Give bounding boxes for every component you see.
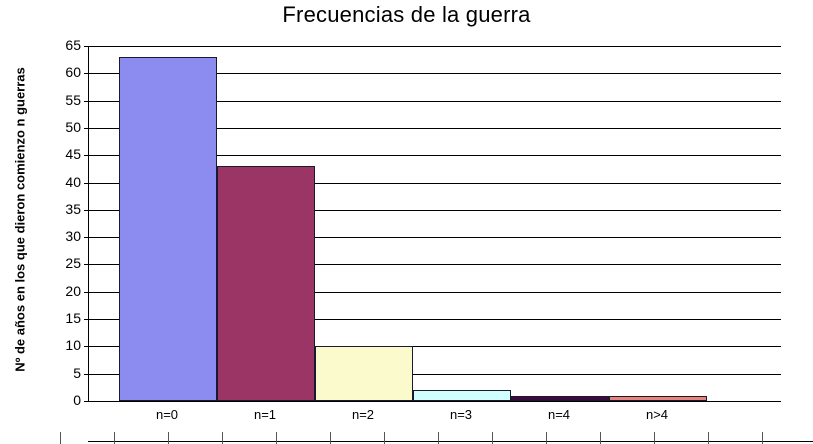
gridline bbox=[89, 127, 781, 129]
x-tick-label: n=1 bbox=[253, 407, 277, 422]
gridline bbox=[89, 209, 781, 211]
secondary-axis-tick bbox=[330, 432, 331, 444]
secondary-axis-tick bbox=[546, 432, 547, 444]
x-tick-label: n=0 bbox=[155, 407, 179, 422]
y-tick-label: 25 bbox=[65, 255, 81, 272]
gridline bbox=[89, 237, 781, 239]
y-tick-mark bbox=[84, 46, 89, 47]
bar-n-0[interactable] bbox=[119, 56, 217, 401]
gridline bbox=[89, 73, 781, 75]
y-tick-mark bbox=[84, 319, 89, 321]
y-tick-label: 0 bbox=[73, 392, 81, 408]
y-tick-mark bbox=[84, 155, 89, 157]
bar-n-3[interactable] bbox=[413, 390, 511, 401]
x-tick-label: n>4 bbox=[645, 407, 669, 422]
y-tick-mark bbox=[84, 209, 89, 211]
y-tick-label: 50 bbox=[65, 118, 81, 135]
y-tick-label: 5 bbox=[73, 364, 81, 381]
secondary-axis-tick bbox=[60, 432, 61, 444]
y-tick-label: 15 bbox=[65, 310, 81, 327]
gridline bbox=[89, 346, 781, 348]
gridline bbox=[89, 155, 781, 157]
secondary-axis-tick bbox=[438, 432, 439, 444]
y-axis-title: Nº de años en los que dieron comienzo n … bbox=[12, 67, 28, 372]
gridline bbox=[89, 291, 781, 293]
y-tick-label: 55 bbox=[65, 91, 81, 108]
y-tick-mark bbox=[84, 401, 89, 402]
secondary-axis-tick bbox=[654, 432, 655, 444]
x-tick-label: n=3 bbox=[449, 407, 473, 422]
gridline bbox=[89, 182, 781, 184]
secondary-axis-tick bbox=[492, 432, 493, 444]
y-tick-label: 30 bbox=[65, 228, 81, 245]
y-tick-label: 35 bbox=[65, 200, 81, 217]
y-tick-mark bbox=[84, 291, 89, 293]
gridline bbox=[89, 46, 781, 47]
secondary-axis-line bbox=[88, 441, 813, 442]
plot-area: 65 60 55 50 45 40 35 30 25 20 15 10 5 0 bbox=[65, 38, 781, 407]
x-tick-label: n=4 bbox=[547, 407, 571, 422]
secondary-axis-tick bbox=[708, 432, 709, 444]
y-tick-label: 20 bbox=[65, 282, 81, 299]
bar-n-4[interactable] bbox=[511, 395, 609, 401]
y-tick-label: 45 bbox=[65, 146, 81, 163]
y-tick-mark bbox=[84, 73, 89, 75]
chart-title: Frecuencias de la guerra bbox=[282, 2, 531, 27]
y-tick-label: 10 bbox=[65, 337, 81, 354]
secondary-axis-tick bbox=[762, 432, 763, 444]
gridline bbox=[89, 319, 781, 321]
gridline bbox=[89, 100, 781, 102]
x-tick-label: n=2 bbox=[351, 407, 375, 422]
y-tick-mark bbox=[84, 373, 89, 375]
y-tick-mark bbox=[84, 127, 89, 129]
secondary-axis-tick bbox=[384, 432, 385, 444]
bar-n-4[interactable] bbox=[609, 395, 707, 401]
y-tick-mark bbox=[84, 100, 89, 102]
bar-n-2[interactable] bbox=[315, 346, 413, 401]
y-tick-mark bbox=[84, 346, 89, 348]
secondary-axis-tick bbox=[114, 432, 115, 444]
gridline bbox=[89, 373, 781, 375]
y-tick-label: 65 bbox=[65, 37, 81, 53]
y-tick-mark bbox=[84, 182, 89, 184]
secondary-axis-tick bbox=[600, 432, 601, 444]
y-tick-mark bbox=[84, 264, 89, 266]
y-tick-label: 40 bbox=[65, 173, 81, 190]
secondary-axis-tick bbox=[276, 432, 277, 444]
y-tick-label: 60 bbox=[65, 64, 81, 81]
secondary-axis-tick bbox=[168, 432, 169, 444]
y-tick-mark bbox=[84, 237, 89, 239]
gridline bbox=[89, 264, 781, 266]
secondary-axis-tick bbox=[222, 432, 223, 444]
bar-n-1[interactable] bbox=[217, 166, 315, 401]
